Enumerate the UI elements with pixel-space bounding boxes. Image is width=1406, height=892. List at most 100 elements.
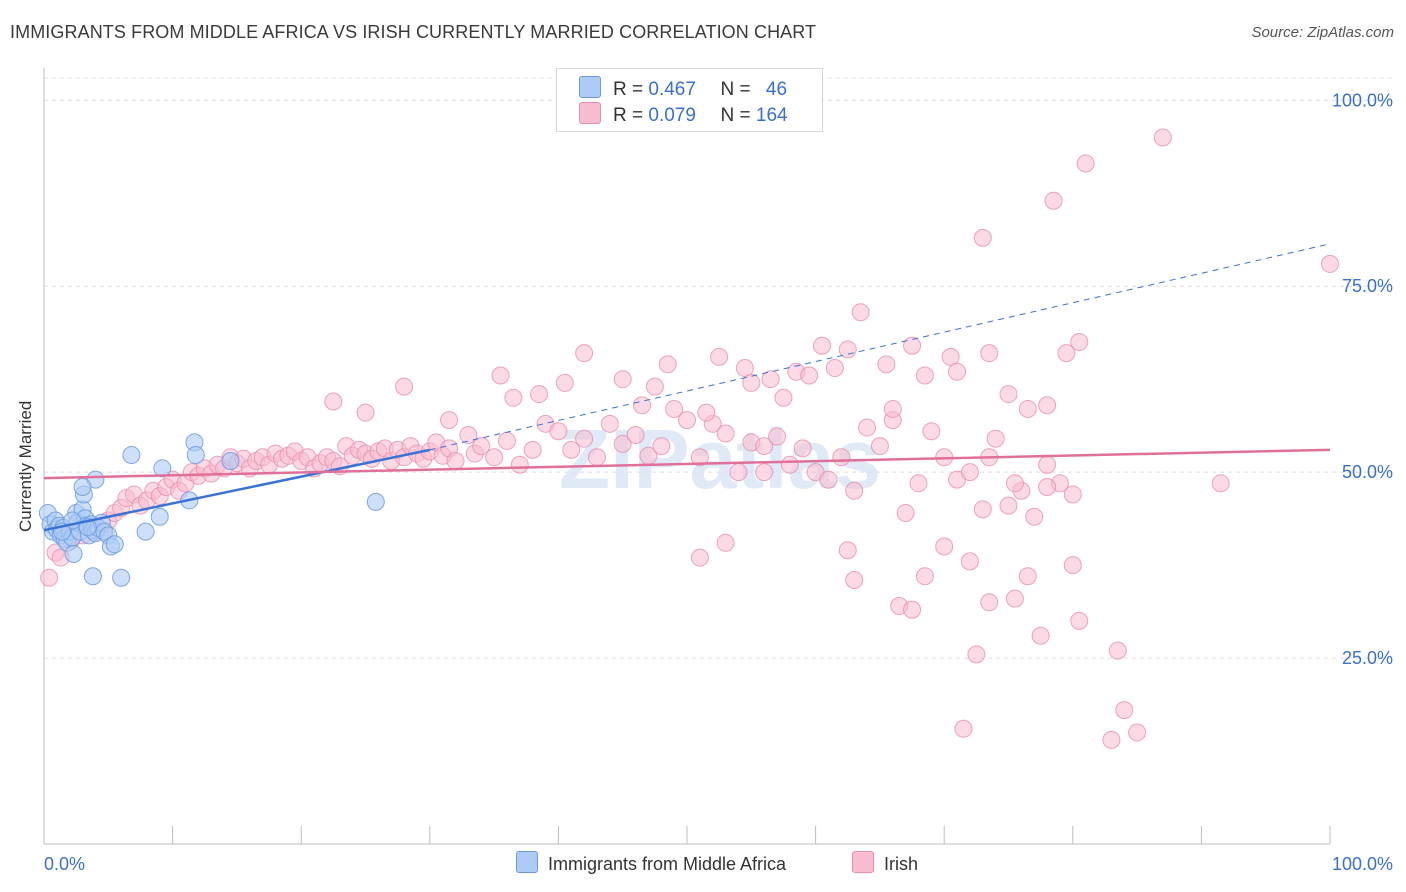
n-value: 46 (765, 79, 788, 100)
irish-point (832, 448, 851, 467)
irish-point (742, 373, 761, 392)
legend-row-irish: R = 0.079 N = 164 (579, 102, 788, 128)
irish-point (446, 452, 465, 470)
irish-point (1038, 478, 1057, 497)
x-tick-label: 100.0% (1332, 854, 1393, 874)
irish-point (1018, 399, 1037, 418)
middle-africa-point (83, 567, 102, 586)
x-tick-label: 0.0% (44, 854, 85, 874)
bottom-legend-middle-africa: Immigrants from Middle Africa (516, 851, 786, 875)
irish-point (755, 463, 774, 482)
irish-point (1128, 723, 1147, 742)
irish-point (587, 448, 606, 467)
irish-points (40, 128, 1339, 749)
irish-point (845, 481, 864, 500)
r-value: 0.467 (648, 79, 696, 100)
legend-swatch-pink (852, 851, 874, 873)
irish-point (954, 719, 973, 738)
irish-point (980, 593, 999, 612)
grid-lines (44, 77, 1395, 659)
irish-point (555, 373, 574, 392)
n-value: 164 (755, 105, 788, 126)
n-label: N = (720, 105, 751, 126)
chart-title: IMMIGRANTS FROM MIDDLE AFRICA VS IRISH C… (10, 22, 817, 42)
middle-africa-trend-line (43, 448, 431, 532)
irish-point (678, 411, 696, 430)
irish-point (491, 366, 510, 385)
irish-point (999, 385, 1018, 404)
irish-point (986, 429, 1005, 448)
irish-point (716, 424, 735, 443)
middle-africa-point (73, 478, 92, 497)
irish-point (973, 228, 992, 247)
irish-point (1018, 567, 1037, 586)
irish-point (967, 645, 986, 664)
y-tick-labels: 25.0% 50.0% 75.0% 100.0% (1332, 90, 1393, 668)
irish-point (755, 437, 774, 456)
irish-point (1070, 333, 1089, 352)
y-tick-label: 50.0% (1342, 462, 1393, 482)
legend-label: Immigrants from Middle Africa (548, 854, 787, 874)
legend-swatch-blue (579, 76, 601, 98)
irish-point (761, 370, 780, 389)
irish-point (690, 548, 709, 567)
irish-point (1063, 485, 1082, 504)
irish-point (549, 422, 568, 441)
irish-point (632, 396, 651, 415)
irish-point (665, 399, 684, 418)
legend-swatch-blue (516, 851, 538, 873)
irish-point (870, 437, 889, 456)
irish-point (575, 429, 594, 448)
source-label: Source: ZipAtlas.com (1251, 24, 1394, 41)
irish-point (973, 500, 992, 519)
irish-point (800, 366, 819, 385)
r-value: 0.079 (648, 105, 696, 126)
irish-point (710, 347, 729, 366)
irish-point (780, 455, 799, 474)
irish-point (909, 474, 928, 493)
middle-africa-point (64, 544, 83, 563)
irish-point (819, 470, 838, 489)
irish-point (1076, 154, 1095, 173)
middle-africa-points (38, 433, 385, 587)
legend-row-middle-africa: R = 0.467 N = 46 (579, 76, 787, 102)
irish-point (645, 377, 664, 396)
irish-point (613, 434, 632, 453)
irish-point (845, 570, 864, 589)
irish-point (915, 366, 934, 385)
irish-point (1038, 455, 1057, 474)
irish-point (735, 359, 754, 378)
irish-point (459, 425, 478, 444)
irish-point (1005, 589, 1024, 608)
irish-point (915, 567, 934, 586)
irish-point (504, 388, 523, 407)
irish-point (356, 403, 375, 422)
axes (43, 68, 1331, 845)
irish-point (1070, 611, 1089, 630)
irish-point (613, 370, 632, 389)
y-tick-label: 75.0% (1342, 276, 1393, 296)
irish-point (600, 414, 619, 433)
r-label: R = (613, 105, 644, 126)
irish-point (1025, 507, 1044, 526)
irish-point (1115, 701, 1134, 720)
irish-point (1108, 641, 1127, 660)
irish-point (774, 388, 793, 407)
irish-point (697, 403, 716, 422)
middle-africa-point (150, 507, 169, 526)
irish-point (472, 437, 491, 456)
correlation-legend: R = 0.467 N = 46 R = 0.079 N = 164 (556, 68, 823, 132)
irish-point (1211, 474, 1230, 493)
trend-lines (43, 243, 1331, 532)
irish-point (935, 537, 954, 556)
legend-label: Irish (884, 854, 919, 874)
middle-africa-point (221, 452, 240, 470)
irish-point (793, 439, 812, 458)
irish-point (1057, 344, 1076, 363)
irish-point (690, 448, 709, 467)
x-tick-labels: 0.0% 100.0% (44, 854, 1393, 874)
irish-point (922, 422, 941, 441)
irish-point (395, 377, 414, 396)
irish-point (324, 392, 343, 411)
